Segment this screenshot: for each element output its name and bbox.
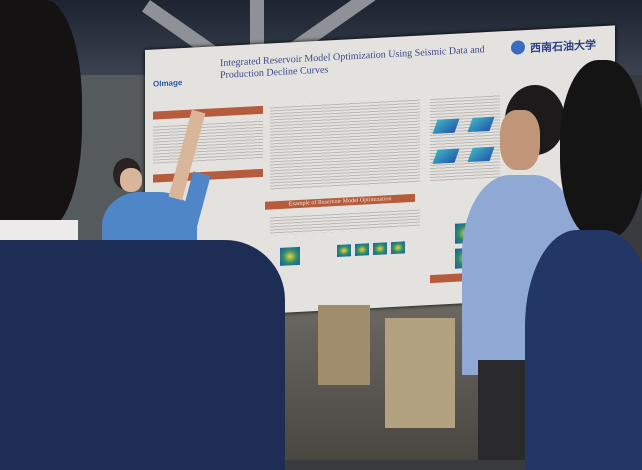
seismic-map bbox=[373, 242, 387, 256]
seismic-map bbox=[337, 244, 351, 257]
university-name: 西南石油大学 bbox=[530, 39, 596, 55]
attendee-jacket bbox=[525, 230, 642, 470]
poster-logo: OImage bbox=[153, 78, 183, 89]
foreground-jacket bbox=[0, 240, 285, 470]
seismic-map bbox=[391, 241, 405, 255]
university-logo bbox=[511, 40, 525, 55]
attendee-head bbox=[560, 60, 642, 240]
section-header-bar bbox=[153, 105, 263, 120]
section-header: Example of Reservoir Model Optimization bbox=[265, 193, 415, 210]
text-block bbox=[270, 207, 420, 236]
attendee-legs bbox=[318, 305, 370, 385]
text-block bbox=[270, 97, 420, 191]
text-block bbox=[153, 118, 263, 165]
presenter-face bbox=[120, 168, 142, 192]
attendee-legs bbox=[385, 318, 455, 428]
seismic-map bbox=[355, 243, 369, 256]
text-block bbox=[430, 93, 500, 183]
seismic-map bbox=[280, 246, 300, 266]
attendee-face bbox=[500, 110, 540, 170]
foreground-head bbox=[0, 0, 82, 230]
poster-title: Integrated Reservoir Model Optimization … bbox=[220, 44, 485, 82]
